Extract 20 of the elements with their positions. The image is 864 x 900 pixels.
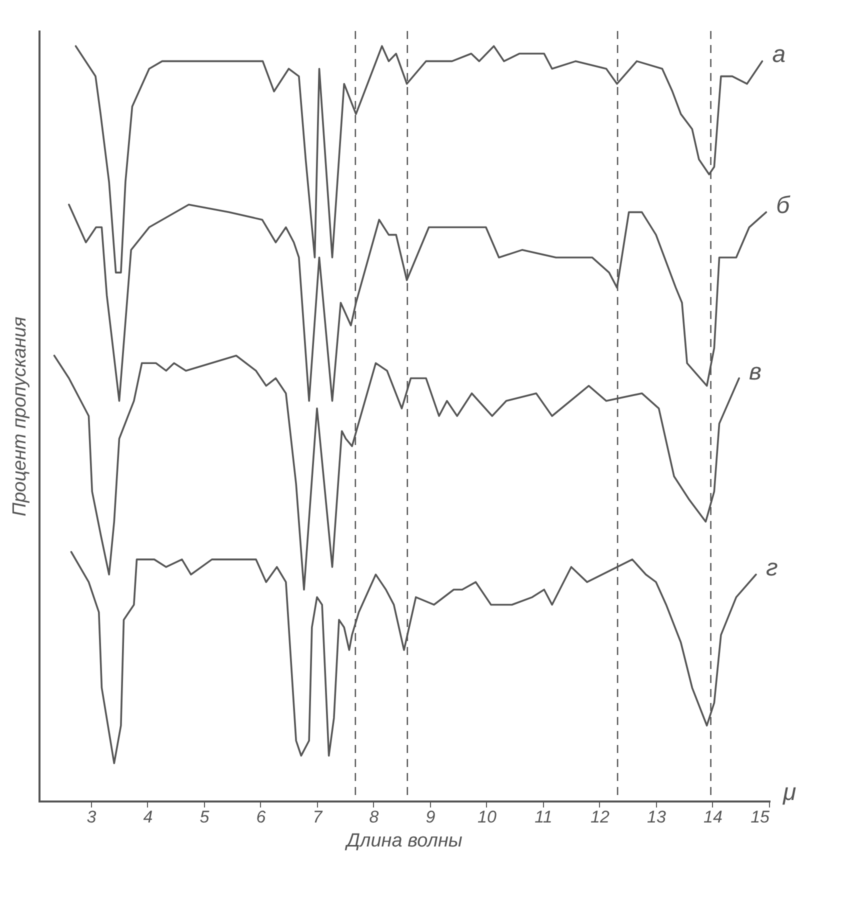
x-tick-label: 10 [478,808,497,826]
series-label: г [766,554,778,582]
x-tick-label: 3 [86,808,97,826]
x-tick-label: 13 [647,808,666,826]
x-tick-label: 11 [534,808,552,826]
x-tick-label: 8 [369,808,380,826]
text: μ [782,779,796,806]
series-label: в [749,358,762,386]
y-axis-title: Процент пропускания [10,316,30,516]
x-tick-label: 5 [200,808,210,826]
x-tick-label: 6 [256,808,266,826]
x-tick-label: 12 [590,808,610,826]
series-label: а [772,41,786,68]
x-tick-label: 4 [143,808,153,826]
x-tick-label: 15 [750,808,770,826]
x-axis-title: Длина волны [344,830,462,852]
x-tick-label: 7 [312,808,323,826]
series-label: б [776,192,792,220]
x-tick-label: 14 [704,808,722,826]
x-tick-label: 9 [426,808,436,826]
